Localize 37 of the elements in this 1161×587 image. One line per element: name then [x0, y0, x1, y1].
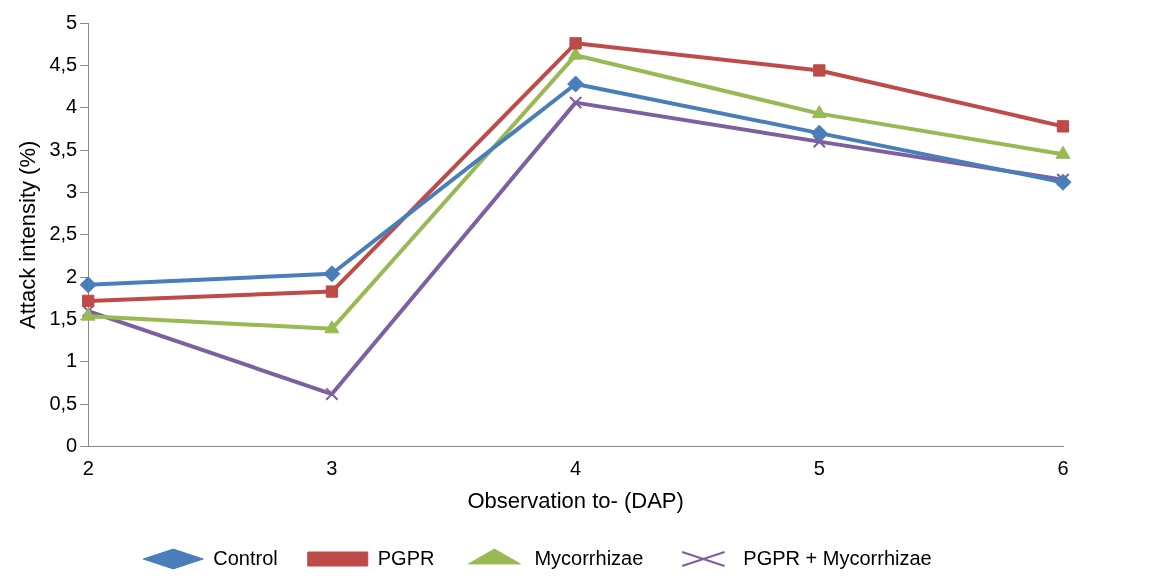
x-axis-title: Observation to- (DAP) [467, 487, 684, 513]
legend-label: Mycorrhizae [534, 546, 644, 569]
point [812, 134, 826, 149]
x-tick-label: 6 [1057, 457, 1069, 480]
y-tick-label: 2,5 [49, 222, 78, 245]
x-tick-label: 5 [813, 457, 825, 480]
legend-label: PGPR [377, 546, 435, 569]
y-tick-label: 1,5 [49, 307, 78, 330]
point [82, 294, 95, 308]
y-tick-label: 5 [66, 10, 78, 33]
y-axis-title: Attack intensity (%) [15, 140, 41, 329]
x-tick-label: 3 [326, 457, 338, 480]
x-tick-label: 2 [82, 457, 94, 480]
y-tick-label: 4 [66, 95, 78, 118]
point [325, 285, 339, 298]
y-tick-label: 3 [66, 179, 78, 202]
point [1056, 120, 1070, 133]
point [568, 95, 583, 110]
legend-label: PGPR + Mycorrhizae [743, 546, 932, 569]
y-tick-label: 2 [66, 264, 78, 287]
y-tick-label: 0 [66, 434, 78, 457]
point [811, 105, 827, 119]
point [79, 276, 97, 294]
y-tick-label: 3,5 [49, 137, 78, 160]
point [813, 64, 826, 77]
point [1054, 173, 1072, 191]
point [569, 37, 582, 50]
point [324, 320, 340, 334]
y-tick-label: 1 [66, 349, 78, 372]
point [323, 265, 341, 283]
point [325, 387, 339, 401]
y-tick-label: 4,5 [49, 52, 78, 75]
point [567, 75, 585, 93]
y-tick-label: 0,5 [49, 391, 78, 414]
point [810, 124, 828, 142]
legend-label: Control [213, 546, 278, 569]
x-tick-label: 4 [570, 457, 582, 480]
